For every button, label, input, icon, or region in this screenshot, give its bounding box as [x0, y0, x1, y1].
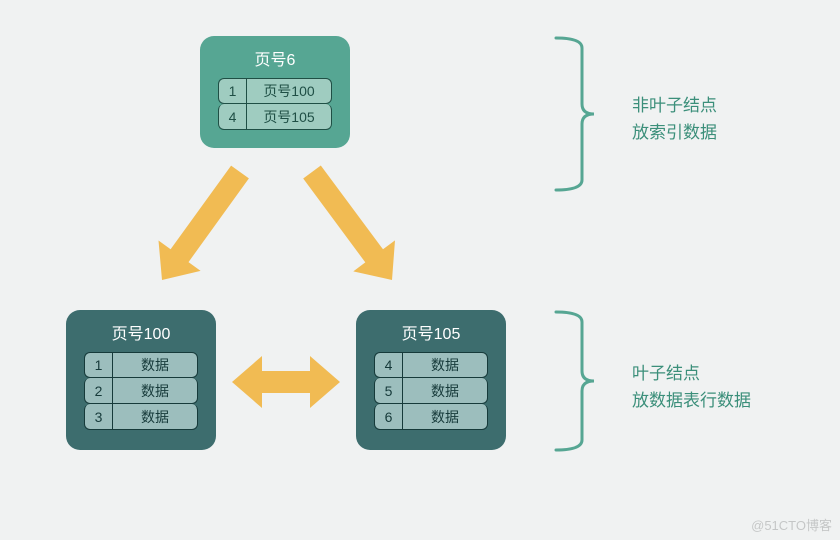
table-row: 1数据	[84, 352, 198, 378]
brace-top	[556, 38, 594, 190]
table-row: 4数据	[374, 352, 488, 378]
arrow-down-right	[303, 166, 395, 281]
key-cell: 4	[374, 352, 402, 378]
leaf-node-1: 页号100 1数据2数据3数据	[66, 310, 216, 450]
annotation-leaf-line1: 叶子结点	[632, 360, 751, 387]
key-cell: 2	[84, 378, 112, 404]
table-row: 6数据	[374, 404, 488, 430]
value-cell: 数据	[112, 352, 198, 378]
overlay-svg	[0, 0, 840, 540]
key-cell: 1	[218, 78, 246, 104]
arrow-double	[232, 356, 340, 408]
leaf1-title: 页号100	[112, 320, 171, 344]
root-title: 页号6	[255, 46, 296, 70]
leaf2-rows: 4数据5数据6数据	[374, 352, 488, 430]
key-cell: 4	[218, 104, 246, 130]
key-cell: 6	[374, 404, 402, 430]
root-rows: 1页号1004页号105	[218, 78, 332, 130]
table-row: 1页号100	[218, 78, 332, 104]
value-cell: 页号100	[246, 78, 332, 104]
key-cell: 5	[374, 378, 402, 404]
table-row: 4页号105	[218, 104, 332, 130]
leaf-node-2: 页号105 4数据5数据6数据	[356, 310, 506, 450]
table-row: 2数据	[84, 378, 198, 404]
leaf1-rows: 1数据2数据3数据	[84, 352, 198, 430]
value-cell: 数据	[402, 404, 488, 430]
table-row: 3数据	[84, 404, 198, 430]
value-cell: 数据	[402, 352, 488, 378]
annotation-index: 非叶子结点 放索引数据	[632, 92, 717, 146]
value-cell: 页号105	[246, 104, 332, 130]
arrow-down-left	[159, 166, 249, 280]
watermark: @51CTO博客	[751, 515, 832, 534]
key-cell: 3	[84, 404, 112, 430]
annotation-index-line1: 非叶子结点	[632, 92, 717, 119]
value-cell: 数据	[402, 378, 488, 404]
value-cell: 数据	[112, 404, 198, 430]
annotation-leaf: 叶子结点 放数据表行数据	[632, 360, 751, 414]
key-cell: 1	[84, 352, 112, 378]
root-node: 页号6 1页号1004页号105	[200, 36, 350, 148]
leaf2-title: 页号105	[402, 320, 461, 344]
annotation-index-line2: 放索引数据	[632, 119, 717, 146]
table-row: 5数据	[374, 378, 488, 404]
value-cell: 数据	[112, 378, 198, 404]
brace-bottom	[556, 312, 594, 450]
annotation-leaf-line2: 放数据表行数据	[632, 387, 751, 414]
